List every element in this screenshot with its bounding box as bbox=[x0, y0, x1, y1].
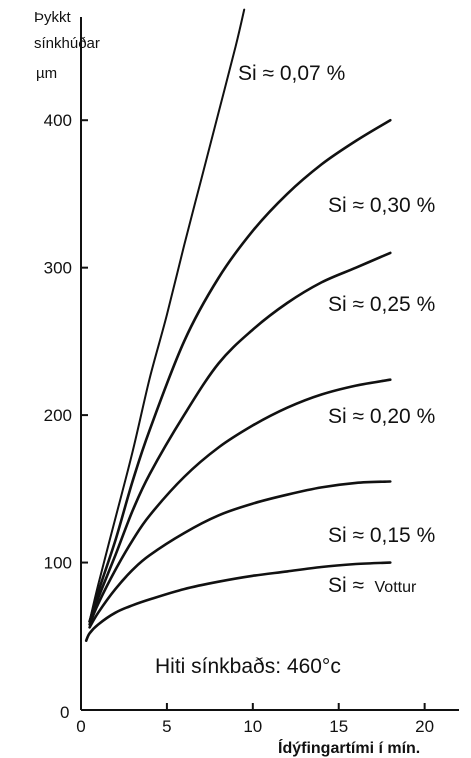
x-tick-label: 15 bbox=[329, 717, 348, 736]
y-axis-unit: µm bbox=[36, 65, 57, 82]
y-tick-label: 100 bbox=[44, 554, 72, 573]
series-label-si-025: Si ≈ 0,25 % bbox=[328, 293, 435, 316]
x-axis-label: Ídýfingartími í mín. bbox=[278, 738, 420, 757]
bath-temperature-note: Hiti sínkbaðs: 460°c bbox=[155, 655, 341, 678]
series-label-si-015: Si ≈ 0,15 % bbox=[328, 524, 435, 547]
origin-zero-label: 0 bbox=[60, 703, 69, 722]
series-label-si-030: Si ≈ 0,30 % bbox=[328, 194, 435, 217]
series-label-vottur: Si ≈ Vottur bbox=[328, 574, 417, 597]
x-tick-label: 20 bbox=[415, 717, 434, 736]
series-label-si-007: Si ≈ 0,07 % bbox=[238, 62, 345, 85]
x-tick-label: 5 bbox=[162, 717, 171, 736]
y-tick-label: 400 bbox=[44, 111, 72, 130]
curve-si-007 bbox=[88, 8, 246, 623]
curve-si-025 bbox=[88, 251, 392, 623]
series-label-vottur-suffix: Vottur bbox=[375, 579, 417, 596]
series-label-vottur-prefix: Si ≈ bbox=[328, 574, 364, 597]
curve-si-030 bbox=[88, 118, 392, 623]
curve-vottur bbox=[84, 561, 392, 642]
curve-si-015 bbox=[88, 480, 392, 629]
curve-si-020 bbox=[88, 378, 392, 626]
ticks: 100 200 300 400 0 5 10 15 20 bbox=[44, 111, 434, 736]
y-tick-label: 200 bbox=[44, 406, 72, 425]
y-tick-label: 300 bbox=[44, 259, 72, 278]
y-axis-label-line2: sínkhúðar bbox=[34, 35, 100, 52]
y-axis-label-line1: Þykkt bbox=[34, 9, 72, 26]
x-tick-label: 10 bbox=[243, 717, 262, 736]
x-tick-label: 0 bbox=[76, 717, 85, 736]
curves bbox=[84, 8, 392, 642]
series-label-si-020: Si ≈ 0,20 % bbox=[328, 405, 435, 428]
axes bbox=[80, 17, 459, 711]
